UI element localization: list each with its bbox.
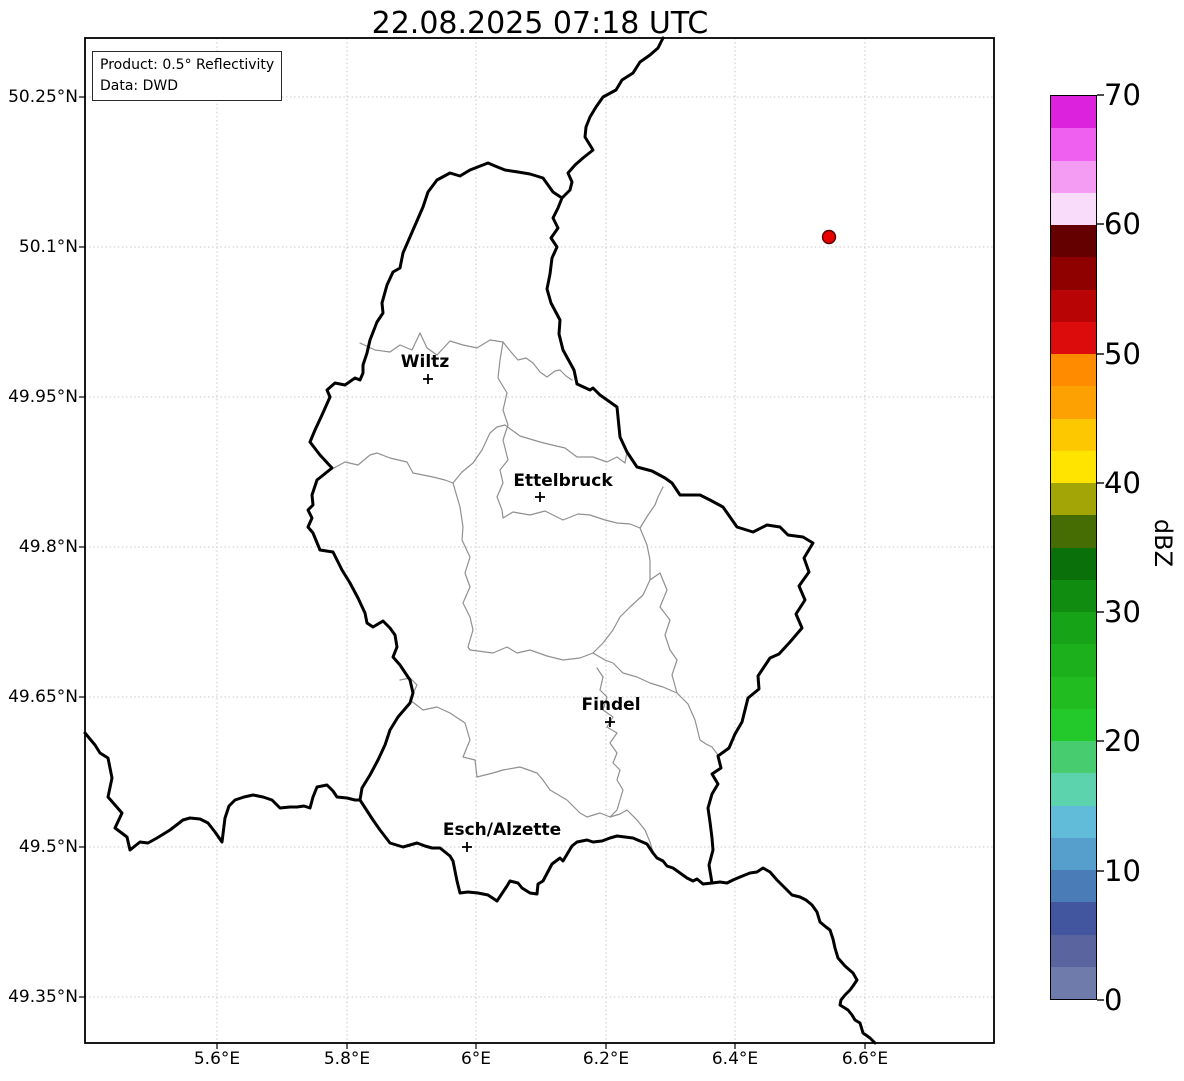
colorbar-segment [1051,741,1096,774]
lat-tick-label: 49.8°N [18,537,78,557]
city-marker-ettelbruck [535,492,545,502]
colorbar-segment [1051,354,1096,387]
be-de-border [560,36,665,200]
city-label-ettelbruck: Ettelbruck [513,471,613,491]
city-marker-findel [605,717,615,727]
colorbar-ticks [1097,94,1104,1001]
lat-tick-label: 49.65°N [8,687,78,707]
lon-tick-label: 6.4°E [711,1049,759,1069]
city-marker-wiltz [423,374,433,384]
colorbar-tick-label: 10 [1104,854,1141,888]
data-source-line: Data: DWD [100,78,178,94]
colorbar-swatches [1050,95,1097,1000]
colorbar-tick-label: 50 [1104,337,1141,371]
fr-be-border [83,731,362,852]
colorbar-segment [1051,515,1096,548]
lon-tick-label: 5.6°E [193,1049,241,1069]
colorbar-segment [1051,902,1096,935]
colorbar-segment [1051,676,1096,709]
colorbar-segment [1051,547,1096,580]
fr-de-border [710,866,877,1045]
colorbar-segment [1051,644,1096,677]
colorbar-segment [1051,257,1096,290]
lon-tick-label: 5.8°E [323,1049,371,1069]
lat-tick-label: 49.95°N [8,387,78,407]
city-label-esch: Esch/Alzette [442,820,562,840]
radar-dot [821,229,837,245]
axis-ticks [79,96,866,1049]
colorbar-segment [1051,418,1096,451]
lat-tick-label: 50.1°N [18,237,78,257]
colorbar-segment [1051,321,1096,354]
colorbar-segment [1051,483,1096,516]
colorbar-tick-label: 30 [1104,595,1141,629]
city-label-findel: Findel [581,695,641,715]
colorbar-segment [1051,966,1096,999]
product-info-box: Product: 0.5° Reflectivity Data: DWD [92,51,283,101]
colorbar-segment [1051,708,1096,741]
lon-tick-label: 6.6°E [841,1049,889,1069]
plot-frame [84,37,995,1044]
city-label-wiltz: Wiltz [400,352,450,372]
lon-tick-label: 6°E [460,1049,492,1069]
lon-tick-label: 6.2°E [582,1049,630,1069]
colorbar-segment [1051,225,1096,258]
colorbar-segment [1051,579,1096,612]
colorbar-segment [1051,289,1096,322]
lat-tick-label: 50.25°N [8,87,78,107]
page-title: 22.08.2025 07:18 UTC [371,6,709,41]
canton-borders [333,332,719,853]
lat-tick-label: 49.5°N [18,837,78,857]
colorbar-segment [1051,837,1096,870]
colorbar-segment [1051,773,1096,806]
colorbar-tick-label: 60 [1104,207,1141,241]
colorbar-segment [1051,160,1096,193]
colorbar-tick-label: 70 [1104,78,1141,112]
colorbar-segment [1051,386,1096,419]
colorbar-tick-label: 20 [1104,724,1141,758]
graticule [85,38,994,1043]
city-marker-esch [462,842,472,852]
colorbar-tick-label: 0 [1104,983,1123,1017]
colorbar-segment [1051,805,1096,838]
colorbar-segment [1051,96,1096,129]
country-borders [83,36,877,1045]
city-markers [423,374,615,852]
colorbar-segment [1051,192,1096,225]
colorbar-segment [1051,450,1096,483]
colorbar-segment [1051,870,1096,903]
colorbar-axis-label: dBZ [1149,518,1177,568]
luxembourg-border [306,161,815,903]
colorbar-tick-label: 40 [1104,466,1141,500]
colorbar-segment [1051,612,1096,645]
colorbar-segment [1051,128,1096,161]
product-line: Product: 0.5° Reflectivity [100,57,275,73]
lat-tick-label: 49.35°N [8,987,78,1007]
colorbar-segment [1051,934,1096,967]
